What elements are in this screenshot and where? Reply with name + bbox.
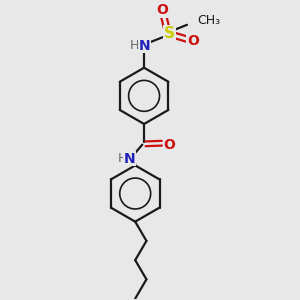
Text: S: S (164, 26, 175, 41)
Text: O: O (163, 138, 175, 152)
Text: H: H (130, 39, 139, 52)
Text: O: O (156, 3, 168, 17)
Text: N: N (138, 38, 150, 52)
Text: CH₃: CH₃ (197, 14, 220, 27)
Text: O: O (187, 34, 199, 48)
Text: N: N (124, 152, 135, 166)
Text: H: H (118, 152, 128, 165)
